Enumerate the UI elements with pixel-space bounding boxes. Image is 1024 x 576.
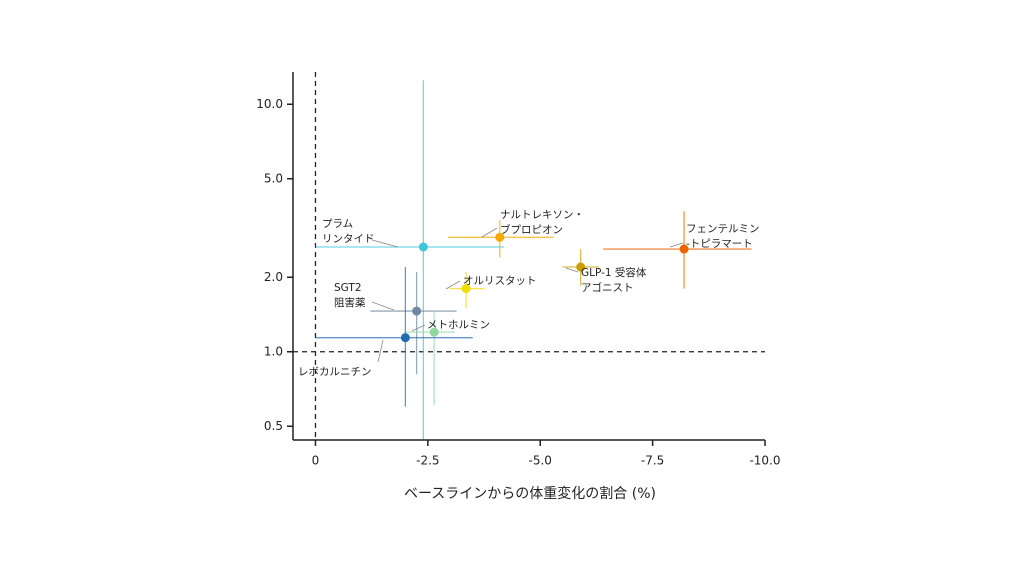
point-label: プラム xyxy=(322,218,353,230)
point-label: オルリスタット xyxy=(463,275,537,287)
point-label: リンタイド xyxy=(322,233,375,245)
leader-line xyxy=(669,242,684,248)
point-label: アゴニスト xyxy=(581,281,634,294)
point xyxy=(412,306,422,316)
point-label: SGT2 xyxy=(334,282,362,294)
point-label: ブプロピオン xyxy=(500,223,563,236)
point-label: メトホルミン xyxy=(427,319,490,331)
point xyxy=(679,244,689,254)
point xyxy=(400,333,410,343)
y-tick-label: 2.0 xyxy=(264,270,283,284)
y-tick-label: 5.0 xyxy=(264,171,283,185)
leader-line xyxy=(377,339,384,363)
point-label: ナルトレキソン・ xyxy=(500,209,584,221)
point xyxy=(461,284,471,294)
y-tick-label: 1.0 xyxy=(264,344,283,358)
point xyxy=(429,327,439,337)
x-axis-title: ベースラインからの体重変化の割合 (%) xyxy=(404,485,656,502)
point-label: レボカルニチン xyxy=(298,366,372,378)
point xyxy=(576,262,586,272)
error-bars xyxy=(315,80,752,440)
reference-lines xyxy=(293,72,765,440)
leader-line xyxy=(371,301,395,311)
point xyxy=(418,242,428,252)
leader-line xyxy=(411,324,426,332)
leader-line xyxy=(445,280,461,290)
y-tick-label: 10.0 xyxy=(256,97,283,111)
point-label: -トピラマート xyxy=(686,238,753,250)
x-tick-label: -7.5 xyxy=(641,454,664,468)
point-label: フェンテルミン xyxy=(686,223,760,235)
x-tick-label: 0 xyxy=(312,454,320,468)
leader-line xyxy=(481,227,498,238)
x-tick-label: -2.5 xyxy=(416,454,439,468)
point xyxy=(495,232,505,242)
leader-line xyxy=(565,267,579,273)
x-tick-label: -5.0 xyxy=(529,454,552,468)
point-label: GLP-1 受容体 xyxy=(581,266,647,279)
x-tick-label: -10.0 xyxy=(749,454,780,468)
leader-line xyxy=(371,239,399,248)
y-tick-label: 0.5 xyxy=(264,419,283,433)
point-label: 阻害薬 xyxy=(334,296,366,309)
